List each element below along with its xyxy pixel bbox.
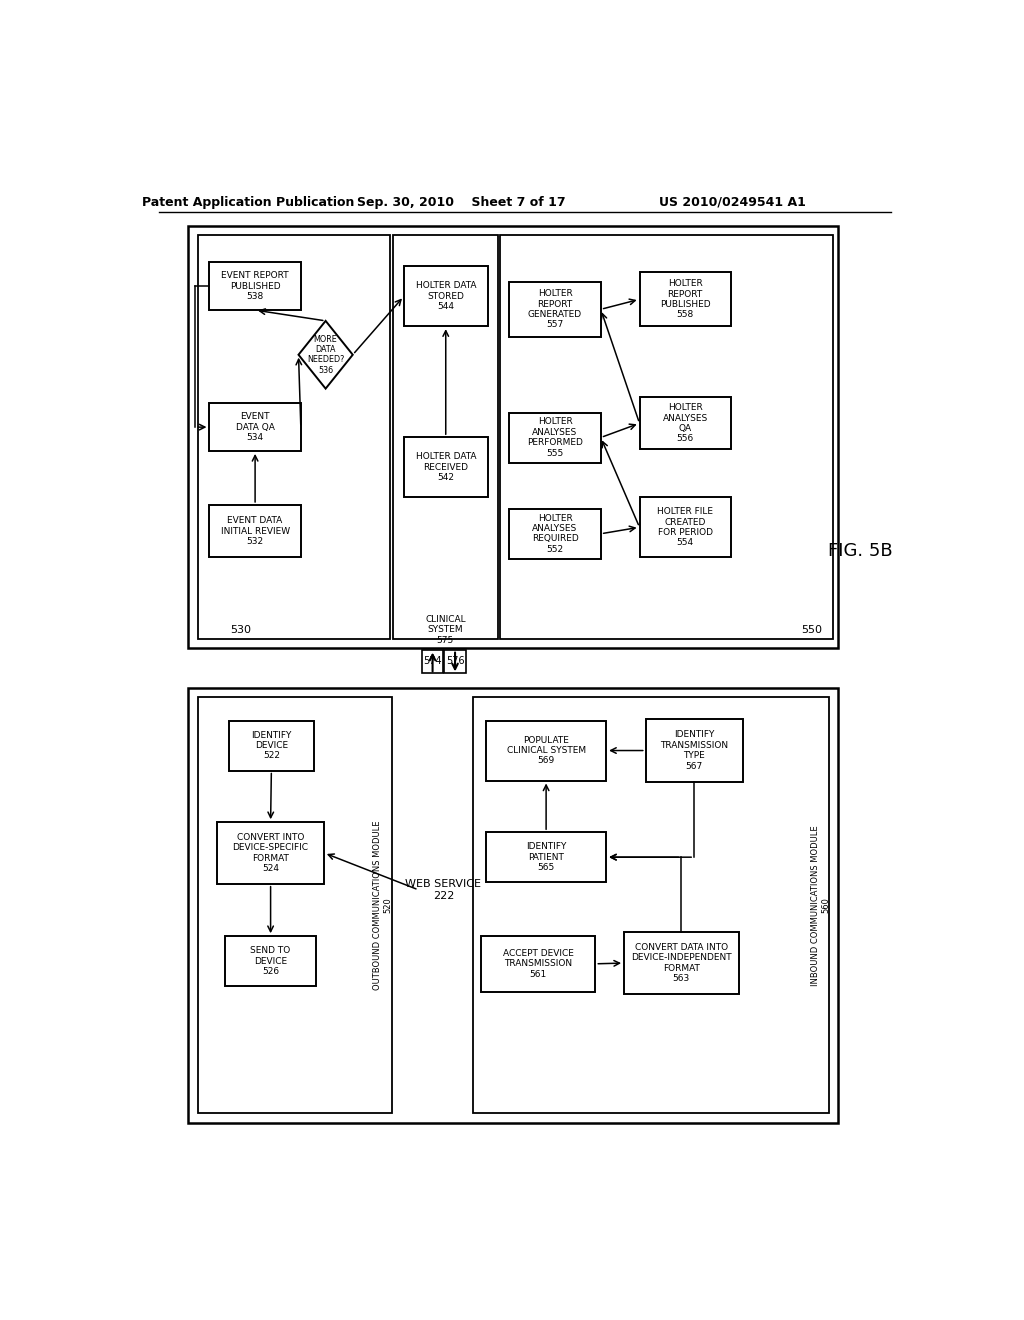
Text: SEND TO
DEVICE
526: SEND TO DEVICE 526 bbox=[251, 946, 291, 975]
Text: HOLTER
ANALYSES
REQUIRED
552: HOLTER ANALYSES REQUIRED 552 bbox=[531, 513, 579, 554]
Text: HOLTER DATA
STORED
544: HOLTER DATA STORED 544 bbox=[416, 281, 476, 312]
Bar bbox=[225, 936, 316, 986]
Bar bbox=[500, 235, 834, 639]
Text: IDENTIFY
PATIENT
565: IDENTIFY PATIENT 565 bbox=[526, 842, 566, 873]
Bar bbox=[640, 272, 731, 326]
Bar bbox=[217, 822, 324, 884]
Text: POPULATE
CLINICAL SYSTEM
569: POPULATE CLINICAL SYSTEM 569 bbox=[507, 735, 586, 766]
Bar bbox=[509, 281, 601, 337]
Text: HOLTER
ANALYSES
PERFORMED
555: HOLTER ANALYSES PERFORMED 555 bbox=[527, 417, 583, 458]
Text: 576: 576 bbox=[445, 656, 464, 667]
Bar bbox=[403, 267, 487, 326]
Bar bbox=[509, 413, 601, 462]
Bar bbox=[209, 404, 301, 451]
Text: IDENTIFY
DEVICE
522: IDENTIFY DEVICE 522 bbox=[251, 731, 292, 760]
Text: HOLTER DATA
RECEIVED
542: HOLTER DATA RECEIVED 542 bbox=[416, 453, 476, 482]
Text: US 2010/0249541 A1: US 2010/0249541 A1 bbox=[659, 195, 806, 209]
Text: HOLTER
ANALYSES
QA
556: HOLTER ANALYSES QA 556 bbox=[663, 403, 708, 444]
Text: EVENT REPORT
PUBLISHED
538: EVENT REPORT PUBLISHED 538 bbox=[221, 272, 289, 301]
Bar bbox=[403, 437, 487, 498]
Text: HOLTER
REPORT
PUBLISHED
558: HOLTER REPORT PUBLISHED 558 bbox=[659, 280, 711, 319]
Text: EVENT DATA
INITIAL REVIEW
532: EVENT DATA INITIAL REVIEW 532 bbox=[220, 516, 290, 546]
Bar bbox=[646, 719, 742, 781]
Text: 574: 574 bbox=[423, 656, 442, 667]
Text: MORE
DATA
NEEDED?
536: MORE DATA NEEDED? 536 bbox=[307, 335, 344, 375]
Bar bbox=[393, 235, 498, 639]
Text: ACCEPT DEVICE
TRANSMISSION
561: ACCEPT DEVICE TRANSMISSION 561 bbox=[503, 949, 573, 978]
Text: 530: 530 bbox=[229, 624, 251, 635]
Bar bbox=[422, 649, 443, 673]
Bar bbox=[640, 498, 731, 557]
Text: INBOUND COMMUNICATIONS MODULE
560: INBOUND COMMUNICATIONS MODULE 560 bbox=[811, 825, 830, 986]
Text: Sep. 30, 2010    Sheet 7 of 17: Sep. 30, 2010 Sheet 7 of 17 bbox=[357, 195, 565, 209]
Bar bbox=[624, 932, 738, 994]
Bar bbox=[188, 688, 838, 1123]
Bar bbox=[480, 936, 595, 991]
Bar bbox=[209, 504, 301, 557]
Bar bbox=[188, 226, 838, 648]
Text: FIG. 5B: FIG. 5B bbox=[828, 543, 893, 560]
Text: IDENTIFY
TRANSMISSION
TYPE
567: IDENTIFY TRANSMISSION TYPE 567 bbox=[660, 730, 728, 771]
Bar bbox=[444, 649, 466, 673]
Text: HOLTER FILE
CREATED
FOR PERIOD
554: HOLTER FILE CREATED FOR PERIOD 554 bbox=[657, 507, 714, 548]
Text: 550: 550 bbox=[801, 624, 822, 635]
Text: EVENT
DATA QA
534: EVENT DATA QA 534 bbox=[236, 412, 274, 442]
Bar bbox=[473, 697, 829, 1113]
Text: WEB SERVICE
222: WEB SERVICE 222 bbox=[406, 879, 481, 900]
Text: CONVERT INTO
DEVICE-SPECIFIC
FORMAT
524: CONVERT INTO DEVICE-SPECIFIC FORMAT 524 bbox=[232, 833, 308, 873]
Text: CLINICAL
SYSTEM
575: CLINICAL SYSTEM 575 bbox=[425, 615, 466, 644]
Bar bbox=[228, 721, 314, 771]
Bar bbox=[486, 721, 606, 780]
Bar bbox=[486, 832, 606, 882]
Bar bbox=[640, 397, 731, 449]
Text: HOLTER
REPORT
GENERATED
557: HOLTER REPORT GENERATED 557 bbox=[528, 289, 582, 330]
Bar bbox=[198, 235, 390, 639]
Bar bbox=[509, 508, 601, 558]
Bar bbox=[209, 263, 301, 310]
Bar bbox=[198, 697, 391, 1113]
Text: CONVERT DATA INTO
DEVICE-INDEPENDENT
FORMAT
563: CONVERT DATA INTO DEVICE-INDEPENDENT FOR… bbox=[631, 942, 732, 983]
Text: Patent Application Publication: Patent Application Publication bbox=[142, 195, 354, 209]
Text: OUTBOUND COMMUNICATIONS MODULE
520: OUTBOUND COMMUNICATIONS MODULE 520 bbox=[374, 821, 392, 990]
